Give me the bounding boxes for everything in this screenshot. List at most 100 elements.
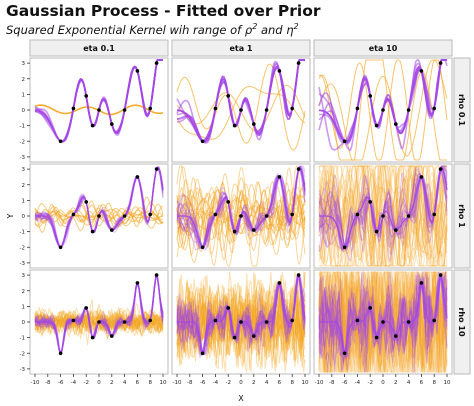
observation-point	[342, 351, 347, 356]
prior-draw-line	[176, 165, 306, 255]
prior-draw-line	[318, 165, 448, 267]
observation-point	[226, 306, 230, 310]
prior-draw-line	[34, 313, 163, 332]
x-tick-label: 0	[97, 380, 101, 386]
x-tick-label: -6	[58, 380, 64, 386]
prior-draw-line	[318, 271, 448, 373]
observation-point	[213, 212, 218, 217]
prior-draw-line	[318, 165, 447, 267]
observation-point	[438, 167, 443, 171]
observation-point	[374, 229, 379, 234]
x-tick-label: -8	[45, 380, 51, 386]
subtitle-rho: ρ	[244, 22, 253, 37]
prior-draw-line	[318, 165, 448, 267]
prior-draw-line	[176, 282, 306, 358]
observation-point	[239, 214, 243, 218]
prior-draw-line	[318, 271, 448, 373]
prior-draw-line	[318, 271, 448, 373]
observation-point	[406, 214, 411, 218]
subtitle-text: Squared Exponential Kernel wih range of	[6, 22, 242, 37]
observation-point	[200, 245, 205, 250]
prior-draw-line	[319, 271, 448, 373]
observation-point	[71, 212, 76, 217]
prior-draw-line	[318, 271, 448, 373]
observation-point	[419, 175, 424, 179]
observation-point	[90, 123, 95, 128]
prior-draw-line	[34, 309, 164, 332]
x-tick-label: 2	[252, 380, 256, 386]
observation-point	[200, 351, 205, 356]
prior-draw-line	[319, 165, 448, 267]
observation-point	[110, 334, 114, 338]
observation-point	[252, 228, 256, 232]
subtitle-rho-exponent: 2	[252, 22, 258, 31]
observation-point	[84, 94, 88, 98]
prior-draw-line	[34, 206, 164, 225]
prior-draw-line	[318, 271, 448, 373]
y-tick-label: 0	[22, 320, 26, 326]
observation-point	[232, 335, 237, 340]
observation-point	[239, 108, 243, 112]
y-tick-label: 0	[22, 214, 26, 220]
prior-draw-line	[176, 165, 306, 267]
facet-column-label: eta 1	[230, 44, 253, 53]
observation-point	[148, 106, 152, 111]
observation-point	[110, 228, 114, 232]
prior-draw-line	[176, 271, 306, 373]
observation-point	[381, 214, 385, 218]
prior-draw-line	[318, 271, 448, 373]
observation-point	[355, 106, 360, 111]
prior-draw-line	[318, 165, 448, 267]
prior-draw-line	[34, 310, 164, 337]
prior-draw-line	[318, 271, 448, 373]
prior-draw-line	[176, 63, 306, 151]
observation-point	[406, 108, 411, 112]
prior-draw-line	[176, 187, 306, 253]
x-tick-label: 4	[407, 380, 411, 386]
prior-draw-line	[318, 165, 448, 266]
prior-draw-line	[176, 189, 306, 249]
facet-column-strip	[313, 39, 453, 57]
observation-point	[432, 212, 437, 217]
y-tick-label: -1	[20, 124, 25, 130]
prior-draw-line	[34, 308, 164, 337]
panel-curves	[318, 165, 448, 267]
facet-column-label: eta 0.1	[83, 44, 115, 53]
prior-draw-line	[318, 271, 447, 373]
x-tick-label: 4	[265, 380, 269, 386]
observation-point	[239, 320, 243, 324]
y-tick-label: -3	[20, 367, 26, 373]
y-tick-label: -2	[20, 139, 25, 145]
panel-rho-1-eta-0-1: -3 -2 -1 0 1 2 3	[20, 163, 169, 269]
observation-point	[213, 106, 218, 111]
observation-point	[232, 229, 237, 234]
prior-draw-line	[34, 305, 164, 334]
prior-draw-line	[318, 59, 447, 161]
prior-draw-line	[34, 303, 164, 335]
x-tick-label: -4	[71, 380, 77, 386]
prior-draw-line	[318, 271, 448, 373]
observation-point	[290, 106, 295, 111]
prior-draw-line	[319, 169, 448, 257]
panel-rho-1-eta-1	[171, 163, 311, 269]
observation-point	[290, 318, 295, 323]
observation-point	[154, 61, 159, 65]
prior-draw-line	[176, 271, 306, 373]
observation-point	[97, 214, 101, 218]
observation-point	[394, 122, 398, 126]
prior-draw-line	[318, 271, 448, 373]
prior-draw-line	[318, 165, 447, 267]
observation-point	[419, 281, 424, 285]
observation-point	[200, 139, 205, 144]
observation-point	[84, 200, 88, 204]
observation-point	[355, 318, 360, 323]
panel-rho-1-eta-10	[313, 163, 453, 269]
observation-point	[264, 214, 269, 218]
subtitle-eta-exponent: 2	[293, 22, 299, 31]
prior-draw-line	[176, 279, 306, 368]
prior-draw-line	[318, 271, 448, 373]
observation-point	[135, 69, 140, 73]
prior-draw-line	[318, 165, 448, 267]
prior-draw-line	[176, 271, 306, 363]
prior-draw-line	[318, 165, 448, 267]
